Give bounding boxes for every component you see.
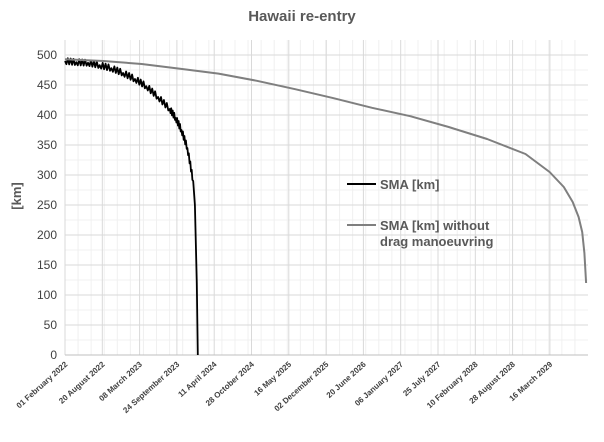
legend-sma-label: SMA [km] [380, 177, 439, 192]
y-tick-label: 450 [37, 78, 57, 92]
y-tick-label: 500 [37, 48, 57, 62]
series-line-sma-without-drag [64, 58, 588, 284]
y-tick-label: 300 [37, 168, 57, 182]
y-tick-label: 350 [37, 138, 57, 152]
y-axis-label: [km] [9, 182, 24, 209]
y-tick-label: 150 [37, 258, 57, 272]
legend-sma-without-drag-label: drag manoeuvring [380, 234, 493, 249]
legend-sma-without-drag-label: SMA [km] without [380, 218, 490, 233]
y-tick-label: 400 [37, 108, 57, 122]
y-tick-label: 0 [50, 348, 57, 362]
y-tick-label: 100 [37, 288, 57, 302]
y-tick-label: 50 [44, 318, 58, 332]
y-tick-label: 250 [37, 198, 57, 212]
y-tick-label: 200 [37, 228, 57, 242]
chart-title: Hawaii re-entry [248, 8, 356, 25]
